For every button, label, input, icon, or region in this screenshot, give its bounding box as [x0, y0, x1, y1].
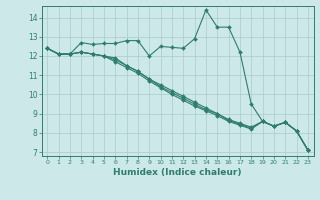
X-axis label: Humidex (Indice chaleur): Humidex (Indice chaleur): [113, 168, 242, 177]
